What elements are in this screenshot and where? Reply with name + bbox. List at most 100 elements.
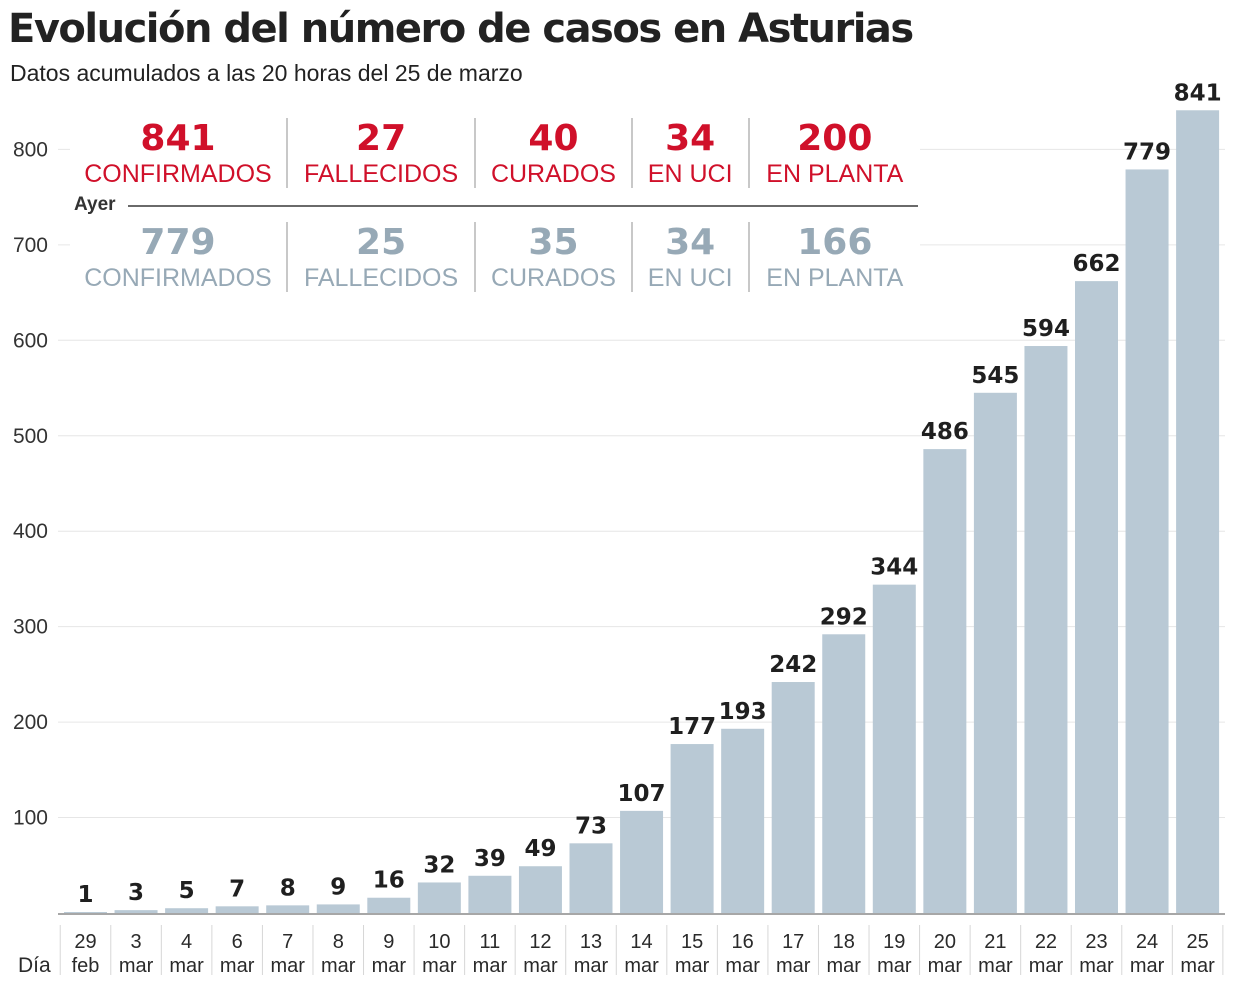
x-tick-day: 15 — [681, 931, 703, 953]
x-tick-day: 8 — [333, 931, 344, 953]
bar — [468, 875, 512, 913]
stat-label: EN PLANTA — [766, 160, 904, 188]
y-tick-label: 800 — [13, 138, 48, 161]
bar-value-label: 5 — [179, 878, 195, 904]
today-stats: 841 CONFIRMADOS 27 FALLECIDOS 40 CURADOS… — [70, 118, 920, 188]
stat-value: 34 — [665, 118, 716, 159]
stat-label: CONFIRMADOS — [84, 160, 272, 188]
axes: 10020030040050060070080029feb3mar4mar6ma… — [13, 138, 1225, 977]
stat-fallecidos-ayer: 25 FALLECIDOS — [285, 222, 474, 292]
bar-value-label: 177 — [668, 714, 716, 740]
stat-value: 35 — [528, 222, 579, 263]
stat-label: FALLECIDOS — [303, 264, 459, 292]
y-tick-label: 400 — [13, 520, 48, 543]
x-tick-month: mar — [725, 955, 760, 977]
stat-value: 34 — [665, 222, 716, 263]
x-axis-title: Día — [18, 954, 51, 977]
bar-value-label: 779 — [1123, 139, 1171, 165]
x-tick-day: 12 — [529, 931, 551, 953]
stat-value: 27 — [356, 118, 407, 159]
bar — [923, 449, 967, 913]
stat-curados: 40 CURADOS — [474, 118, 631, 188]
x-tick-day: 6 — [232, 931, 243, 953]
bar — [1125, 169, 1169, 913]
x-tick-day: 16 — [732, 931, 754, 953]
bar — [1176, 110, 1220, 913]
bar-value-label: 107 — [618, 781, 666, 807]
bar-value-label: 841 — [1174, 80, 1222, 106]
x-tick-day: 25 — [1186, 931, 1208, 953]
bar — [973, 392, 1017, 913]
x-tick-day: 18 — [833, 931, 855, 953]
x-tick-day: 10 — [428, 931, 450, 953]
stat-label: CONFIRMADOS — [84, 264, 272, 292]
chart-title: Evolución del número de casos en Asturia… — [8, 6, 914, 52]
y-tick-label: 300 — [13, 616, 48, 639]
stat-label: CURADOS — [490, 160, 616, 188]
bar-value-label: 242 — [769, 652, 817, 678]
bar-value-label: 39 — [474, 846, 506, 872]
x-tick-month: mar — [119, 955, 154, 977]
x-tick-month: mar — [473, 955, 508, 977]
x-tick-month: mar — [270, 955, 305, 977]
y-tick-label: 600 — [13, 329, 48, 352]
bar — [620, 810, 664, 913]
x-tick-month: mar — [1180, 955, 1215, 977]
bar — [1024, 346, 1068, 914]
x-tick-month: mar — [978, 955, 1013, 977]
x-tick-day: 17 — [782, 931, 804, 953]
bar — [215, 906, 259, 913]
stats-panel: 841 CONFIRMADOS 27 FALLECIDOS 40 CURADOS… — [70, 118, 920, 292]
bar-value-label: 3 — [128, 880, 144, 906]
ayer-label: Ayer — [74, 194, 116, 215]
x-tick-day: 4 — [181, 931, 192, 953]
bar — [771, 682, 815, 913]
stat-confirmados: 841 CONFIRMADOS — [70, 118, 286, 188]
x-tick-month: mar — [321, 955, 356, 977]
stat-en-uci: 34 EN UCI — [630, 118, 748, 188]
stat-fallecidos: 27 FALLECIDOS — [285, 118, 474, 188]
x-tick-month: mar — [1029, 955, 1064, 977]
stat-value: 25 — [356, 222, 407, 263]
x-tick-month: mar — [523, 955, 558, 977]
x-tick-month: mar — [624, 955, 659, 977]
x-tick-day: 23 — [1085, 931, 1107, 953]
x-tick-day: 11 — [480, 931, 501, 953]
y-tick-label: 100 — [13, 807, 48, 830]
y-tick-label: 700 — [13, 234, 48, 257]
yesterday-stats: 779 CONFIRMADOS 25 FALLECIDOS 35 CURADOS… — [70, 222, 920, 292]
stat-curados-ayer: 35 CURADOS — [474, 222, 631, 292]
bar — [114, 910, 158, 913]
bar — [367, 897, 411, 913]
stat-label: EN UCI — [647, 160, 733, 188]
bar — [1075, 281, 1118, 914]
x-tick-month: mar — [675, 955, 710, 977]
bar-value-label: 8 — [280, 875, 296, 901]
bar — [670, 744, 714, 913]
x-tick-day: 20 — [934, 931, 956, 953]
stat-en-uci-ayer: 34 EN UCI — [630, 222, 748, 292]
stat-value: 40 — [528, 118, 579, 159]
bar-value-label: 9 — [330, 874, 346, 900]
chart-subtitle: Datos acumulados a las 20 horas del 25 d… — [10, 60, 523, 86]
bar-value-label: 292 — [820, 604, 868, 630]
bar-value-label: 49 — [524, 836, 556, 862]
bar-value-label: 193 — [719, 699, 767, 725]
bar-value-label: 16 — [373, 868, 405, 894]
stat-en-planta-ayer: 166 EN PLANTA — [747, 222, 920, 292]
x-tick-month: mar — [422, 955, 457, 977]
x-tick-month: mar — [827, 955, 862, 977]
x-tick-day: 24 — [1136, 931, 1158, 953]
x-tick-day: 13 — [580, 931, 602, 953]
bar — [822, 634, 866, 913]
x-tick-day: 21 — [984, 931, 1006, 953]
x-tick-month: mar — [574, 955, 609, 977]
x-tick-day: 29 — [74, 931, 96, 953]
x-tick-day: 7 — [282, 931, 293, 953]
x-tick-month: mar — [372, 955, 407, 977]
bar — [64, 912, 107, 913]
x-tick-month: mar — [169, 955, 204, 977]
x-tick-month: mar — [220, 955, 255, 977]
stat-value: 200 — [797, 118, 873, 159]
